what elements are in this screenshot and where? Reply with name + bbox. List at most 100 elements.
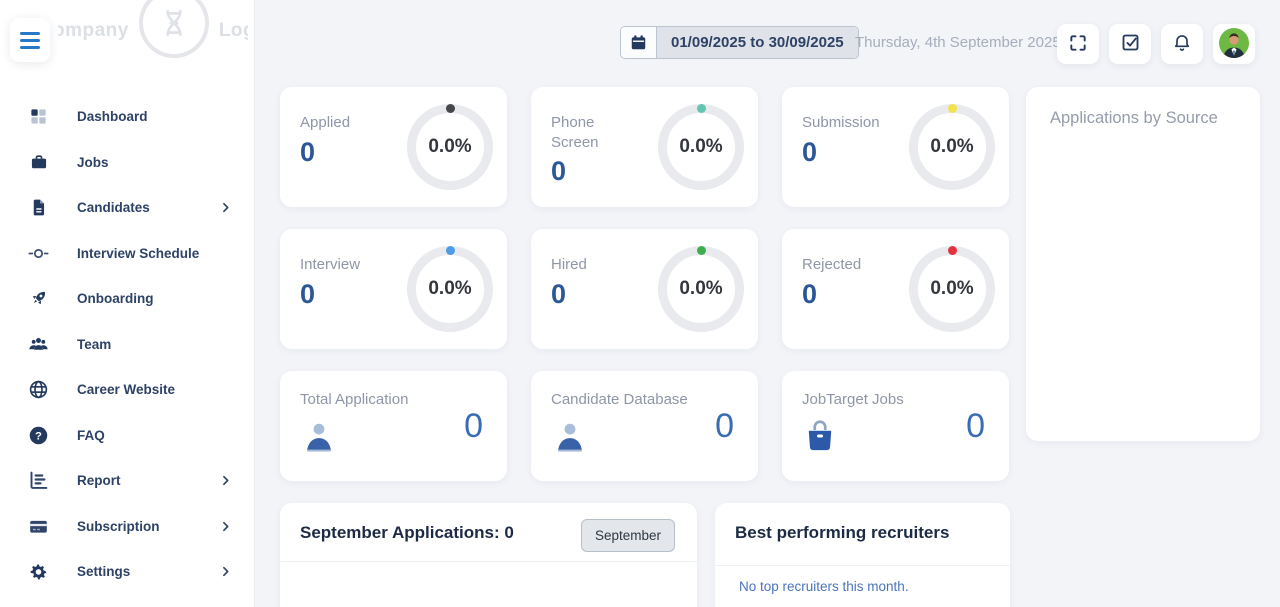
sidebar-item-label: Report [77,473,121,489]
stat-count: 0 [551,156,567,186]
stat-count: 0 [300,278,316,309]
chevron-right-icon [219,474,232,487]
submission-gauge: 0.0% [909,104,995,190]
panel-title: Applications by Source [1050,109,1218,127]
company-logo-text-right: Logo [218,20,248,41]
divider [715,565,1010,566]
stat-label: Hired [551,256,587,273]
current-date-label: Thursday, 4th September 2025 [855,34,1061,51]
date-range-value: 01/09/2025 to 30/09/2025 [657,27,858,58]
question-circle-icon: ? [28,425,49,446]
stat-label: Submission [802,114,880,131]
chevron-right-icon [219,520,232,533]
briefcase-icon [28,152,49,173]
applied-gauge: 0.0% [407,104,493,190]
document-icon [28,197,49,218]
sidebar-item-report[interactable]: Report [0,458,254,504]
stat-label: Rejected [802,256,862,273]
sidebar-item-candidates[interactable]: Candidates [0,185,254,231]
stat-card-phone-screen: Phone Screen 0 0.0% [531,87,758,207]
dashboard-grid-icon [28,106,49,127]
monthly-applications-panel: September Applications: 0 September [280,503,697,607]
stat-card-interview: Interview 0 0.0% [280,229,507,349]
calendar-icon [621,27,657,58]
month-selector-button[interactable]: September [580,519,675,552]
sidebar-item-label: Interview Schedule [77,245,200,261]
stat-count: 0 [802,136,818,167]
total-label: Total Application [300,391,409,408]
sidebar-item-label: Jobs [77,154,109,170]
sidebar-item-jobs[interactable]: Jobs [0,140,254,186]
total-application-card: Total Application 0 [280,371,507,481]
sidebar-item-faq[interactable]: ? FAQ [0,413,254,459]
sidebar-item-label: FAQ [77,427,105,443]
total-label: Candidate Database [551,391,688,408]
credit-card-icon [28,516,49,537]
chevron-right-icon [219,201,232,214]
sidebar-item-label: Candidates [77,200,150,216]
stat-card-submission: Submission 0 0.0% [782,87,1009,207]
svg-text:?: ? [35,430,42,442]
dna-circle-icon [138,0,209,58]
bag-icon [802,417,838,460]
timeline-node-icon [28,243,49,264]
gauge-value: 0.0% [930,136,974,157]
phone-screen-gauge: 0.0% [658,104,744,190]
sidebar-item-label: Dashboard [77,109,148,125]
sidebar-item-label: Career Website [77,382,176,398]
total-value: 0 [464,407,483,445]
gauge-dot [445,246,455,255]
gauge-value: 0.0% [428,278,472,299]
person-icon [551,417,589,462]
total-value: 0 [715,407,734,445]
company-logo: Company Logo [58,0,248,62]
gauge-value: 0.0% [679,136,723,157]
stat-count: 0 [551,278,567,309]
bell-icon [1172,33,1192,56]
notifications-button[interactable] [1161,24,1203,64]
stat-card-applied: Applied 0 0.0% [280,87,507,207]
sidebar-item-subscription[interactable]: Subscription [0,504,254,550]
person-icon [300,417,338,462]
gauge-value: 0.0% [428,136,472,157]
gauge-value: 0.0% [930,278,974,299]
sidebar-item-onboarding[interactable]: Onboarding [0,276,254,322]
panel-title: Best performing recruiters [735,523,950,542]
date-range-picker[interactable]: 01/09/2025 to 30/09/2025 [620,26,859,59]
sidebar-item-dashboard[interactable]: Dashboard [0,94,254,140]
sidebar-item-career-website[interactable]: Career Website [0,367,254,413]
sidebar-nav: Dashboard Jobs Candidates Interview Sche… [0,94,254,595]
gauge-value: 0.0% [679,278,723,299]
profile-button[interactable] [1213,24,1255,64]
stat-label: Interview [300,256,361,273]
tasks-button[interactable] [1109,24,1151,64]
stat-card-hired: Hired 0 0.0% [531,229,758,349]
candidate-database-card: Candidate Database 0 [531,371,758,481]
gauge-dot [947,246,957,255]
applications-by-source-panel: Applications by Source [1026,87,1260,441]
sidebar-item-team[interactable]: Team [0,322,254,368]
sidebar-item-interview-schedule[interactable]: Interview Schedule [0,231,254,277]
sidebar-item-settings[interactable]: Settings [0,549,254,595]
stat-label: Phone Screen [551,114,599,151]
empty-state-message: No top recruiters this month. [739,579,909,594]
stat-label: Applied [300,114,351,131]
interview-gauge: 0.0% [407,246,493,332]
sidebar: Company Logo Dashboard Jobs Candida [0,0,255,607]
company-logo-text-left: Company [58,20,129,41]
people-icon [28,334,49,355]
gauge-dot [696,246,706,255]
bar-chart-icon [28,470,49,491]
gauge-dot [445,104,455,113]
stat-count: 0 [802,278,818,309]
rocket-icon [28,288,49,309]
fullscreen-icon [1068,33,1088,56]
menu-toggle-button[interactable] [10,18,50,62]
jobtarget-jobs-card: JobTarget Jobs 0 [782,371,1009,481]
stat-count: 0 [300,136,316,167]
sidebar-item-label: Settings [77,564,131,580]
total-label: JobTarget Jobs [802,391,904,408]
gear-icon [28,561,49,582]
gauge-dot [947,104,957,113]
fullscreen-button[interactable] [1057,24,1099,64]
